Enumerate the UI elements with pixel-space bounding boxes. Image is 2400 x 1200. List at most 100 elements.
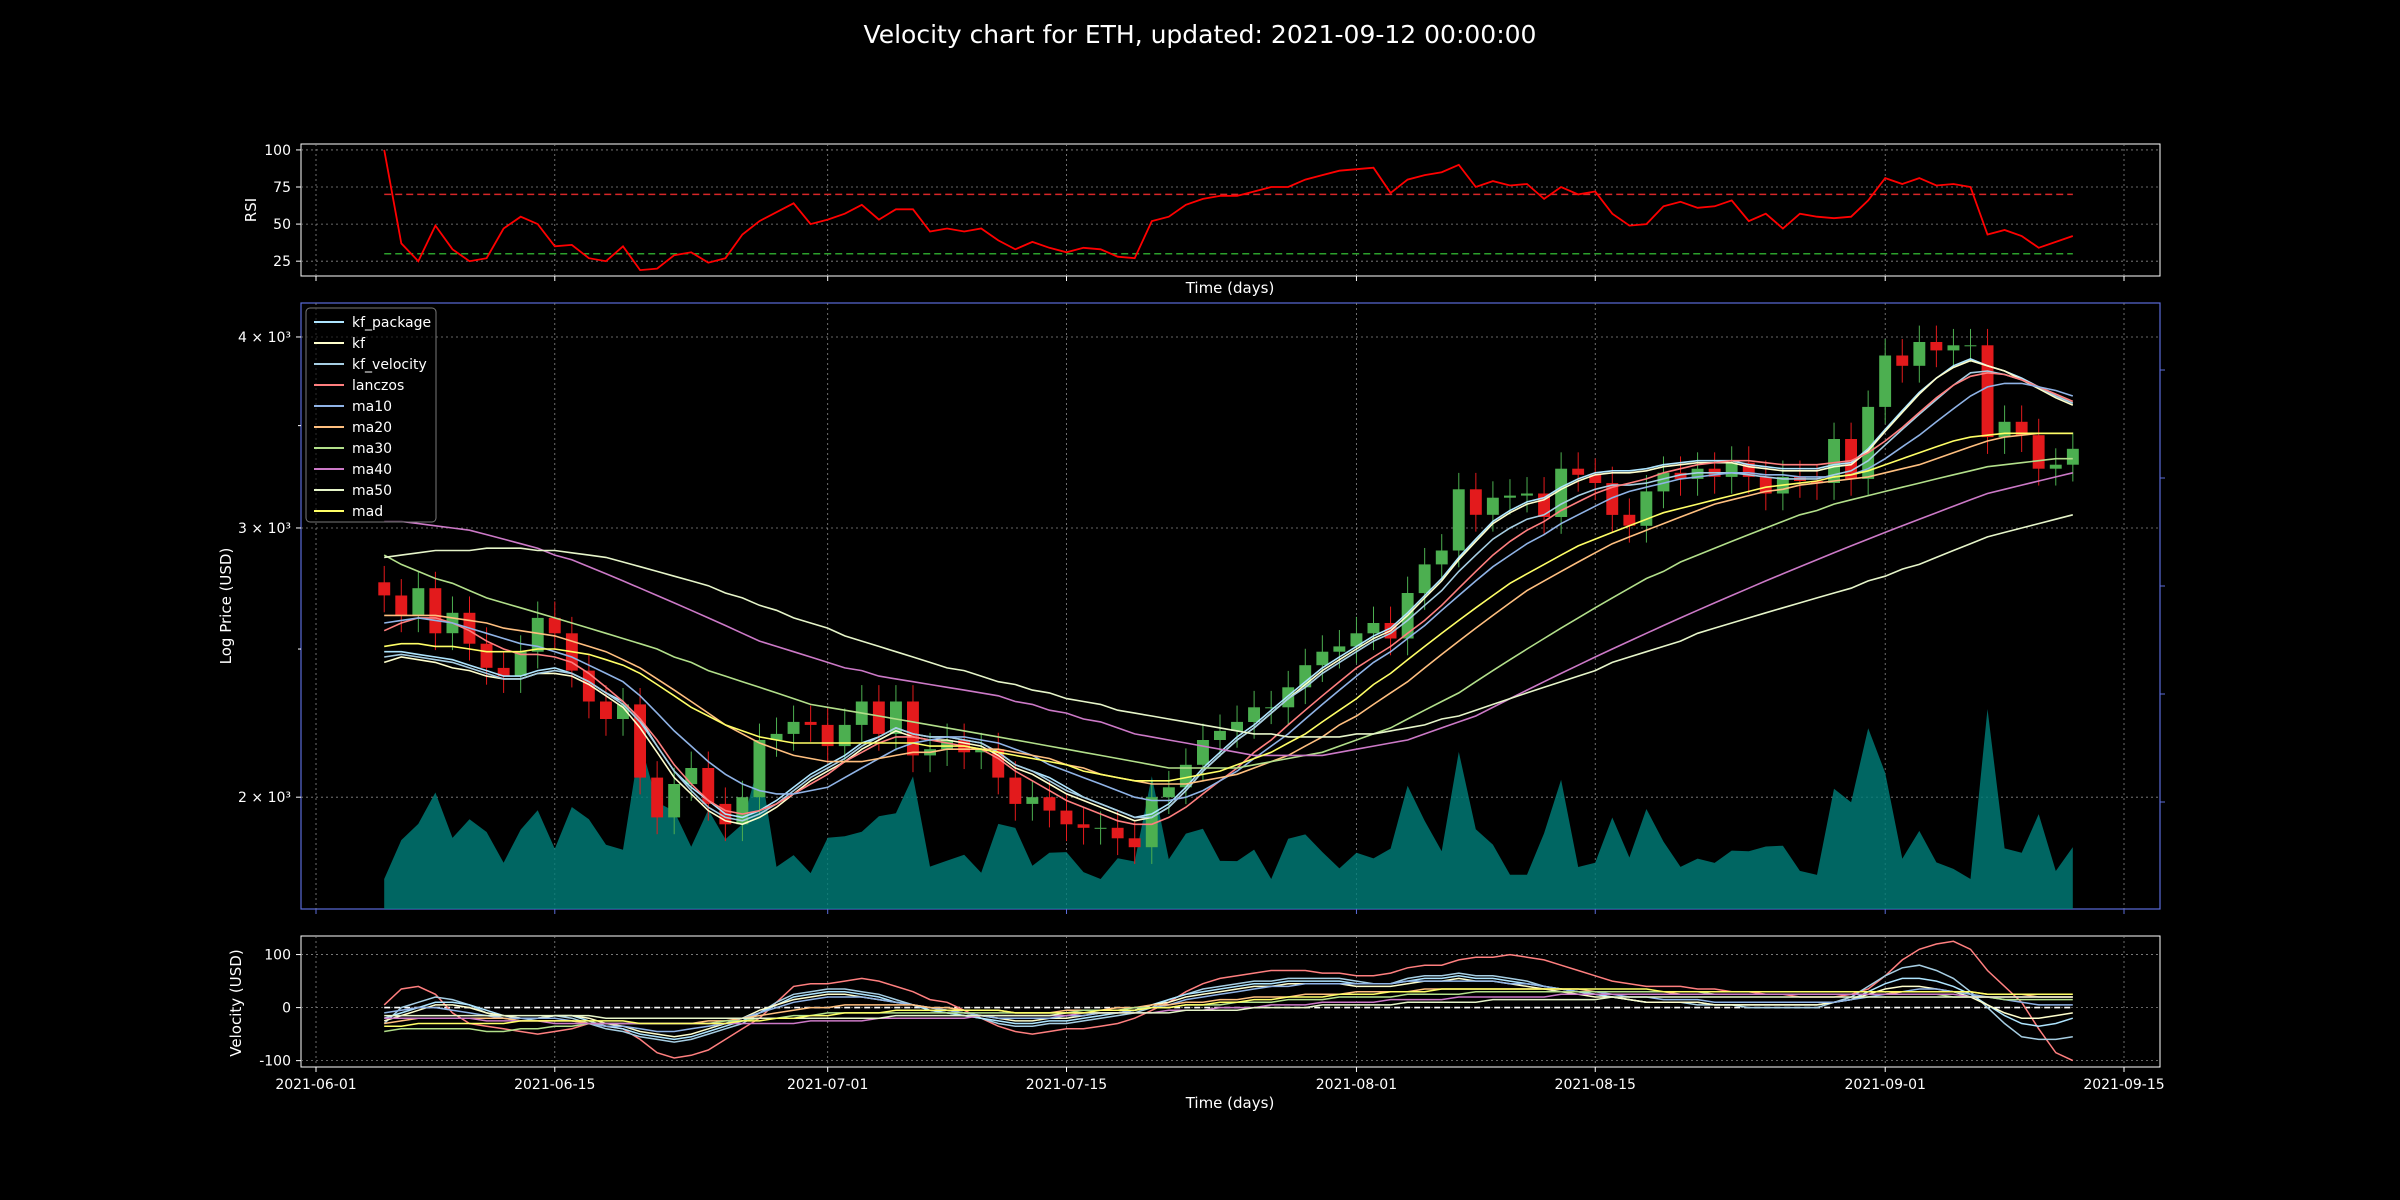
x-tick-label: 2021-08-15 [1555, 1077, 1636, 1093]
candle-body [1521, 493, 1533, 496]
candle-body [668, 784, 681, 818]
candle-body [1060, 810, 1073, 825]
candle-body [548, 617, 561, 634]
x-tick-label: 2021-06-01 [275, 1077, 356, 1093]
y-tick-label: 4 × 10³ [238, 330, 291, 346]
x-tick-label: 2021-06-15 [514, 1077, 595, 1093]
y-tick-label: 25 [273, 254, 291, 270]
chart-title: Velocity chart for ETH, updated: 2021-09… [864, 20, 1537, 49]
price-y-ticks: 2 × 10³ 3 × 10³ 4 × 10³ [238, 330, 301, 806]
candle-body [1896, 355, 1909, 366]
candle-body [1589, 474, 1602, 483]
candle-body [1197, 740, 1209, 765]
x-tick-label: 2021-09-15 [2083, 1077, 2164, 1093]
legend-label: kf_package [352, 315, 431, 331]
candle-body [1333, 646, 1346, 652]
candle-body [1248, 707, 1260, 722]
candle-body [1452, 489, 1465, 551]
legend-label: ma30 [352, 441, 392, 457]
indicator-line-kf_velocity [384, 370, 2074, 822]
candle-body [992, 749, 1005, 778]
candle-body [1657, 472, 1670, 492]
velocity-x-axis-label: Time (days) [1185, 1094, 1275, 1112]
x-tick-label: 2021-09-01 [1845, 1077, 1926, 1093]
candle-body [1640, 491, 1653, 526]
rsi-x-axis-label: Time (days) [1185, 279, 1275, 297]
indicator-line-mad [384, 432, 2073, 782]
candle-body [2066, 448, 2079, 465]
candle-body [1026, 797, 1039, 804]
candle-body [907, 701, 919, 756]
candle-body [1077, 824, 1090, 828]
candle-body [1759, 476, 1772, 494]
candle-body [514, 651, 527, 677]
price-right-axis-ticks [2160, 369, 2165, 803]
y-tick-label: 50 [273, 217, 291, 233]
candle-body [1486, 497, 1499, 515]
rsi-x-ticks [315, 276, 2125, 281]
legend-label: ma20 [352, 420, 392, 436]
candle-body [2032, 435, 2045, 469]
rsi-y-ticks: 25 50 75 100 [264, 143, 301, 270]
candle-body [1265, 707, 1278, 709]
price-y-axis-label: Log Price (USD) [217, 548, 235, 665]
candle-body [1145, 797, 1158, 848]
indicator-line-ma40 [384, 472, 2073, 757]
rsi-lines [383, 149, 2074, 272]
candle-body [1725, 462, 1738, 477]
y-tick-label: 100 [264, 143, 291, 159]
legend-label: kf_velocity [352, 357, 427, 373]
legend-label: ma10 [352, 399, 392, 415]
candle-body [1128, 838, 1141, 848]
candle-body [702, 768, 715, 804]
indicator-line-ma50 [384, 514, 2074, 738]
rsi-line [383, 149, 2074, 272]
candle-body [1913, 342, 1926, 366]
candle-body [1009, 777, 1022, 804]
candle-body [1572, 468, 1585, 475]
velocity-y-ticks: -100 0 100 [259, 948, 301, 1070]
candle-body [1947, 345, 1960, 351]
rsi-panel: 25 50 75 100 RSI Time (days) [242, 143, 2161, 297]
candle-body [1691, 468, 1704, 479]
candle-body [872, 701, 885, 734]
indicator-line-lanczos [383, 371, 2074, 826]
velocity-grid [301, 936, 2160, 1067]
candle-body [1043, 797, 1056, 811]
candle-body [1469, 489, 1482, 515]
candle-body [600, 701, 612, 719]
volume-area-shape [384, 709, 2073, 909]
candle-body [1231, 721, 1243, 731]
candle-body [1435, 550, 1448, 565]
x-tick-label: 2021-07-01 [787, 1077, 868, 1093]
candle-body [429, 588, 442, 634]
candle-body [1538, 493, 1550, 517]
velocity-line [384, 988, 2073, 1027]
candle-body [531, 617, 544, 652]
candle-body [1214, 730, 1226, 740]
candle-body [1282, 687, 1295, 708]
velocity-line [384, 996, 2073, 1019]
candle-body [1367, 623, 1380, 634]
candle-body [685, 768, 698, 785]
price-panel: 2 × 10³ 3 × 10³ 4 × 10³ Log Price (USD) kf… [217, 302, 2165, 914]
candle-body [1930, 342, 1943, 351]
x-tick-label: 2021-08-01 [1316, 1077, 1397, 1093]
velocity-lines [383, 940, 2074, 1062]
candle-body [1828, 439, 1840, 483]
rsi-plot-frame [300, 143, 2161, 277]
candle-body [395, 595, 408, 616]
candle-body [787, 721, 800, 734]
y-tick-label: 75 [273, 180, 291, 196]
y-tick-label: 0 [282, 1001, 291, 1017]
candle-body [412, 588, 425, 616]
candle-body [1350, 633, 1363, 647]
candle-body [753, 740, 766, 798]
candle-body [1555, 468, 1568, 517]
x-tick-label: 2021-07-15 [1026, 1077, 1107, 1093]
y-tick-label: 100 [264, 948, 291, 964]
